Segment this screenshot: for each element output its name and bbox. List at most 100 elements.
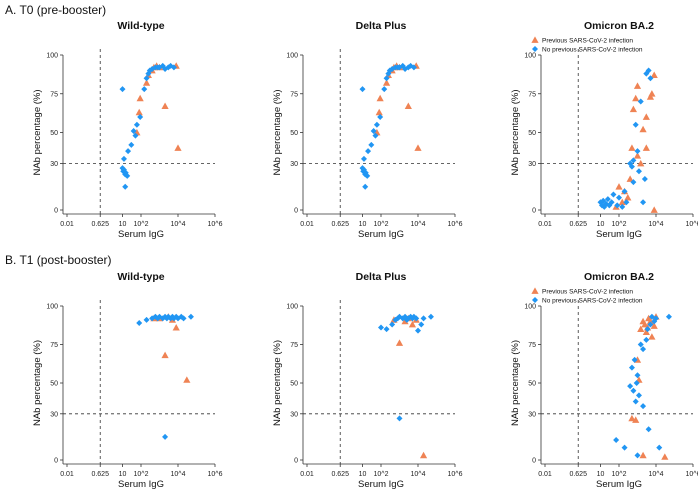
x-tick-label: 10^2 bbox=[612, 471, 627, 478]
section-title-b: B. T1 (post-booster) bbox=[5, 253, 112, 267]
x-tick-label: 10^2 bbox=[612, 221, 627, 228]
data-point-no-previous-infection bbox=[647, 321, 654, 328]
data-point-previous-infection bbox=[639, 125, 647, 133]
data-point-no-previous-infection bbox=[360, 155, 367, 162]
y-tick-label: 30 bbox=[290, 161, 298, 168]
x-tick-label: 10 bbox=[359, 471, 367, 478]
data-point-no-previous-infection bbox=[143, 316, 150, 323]
data-point-no-previous-infection bbox=[370, 127, 377, 134]
data-point-previous-infection bbox=[633, 82, 642, 89]
data-point-no-previous-infection bbox=[647, 75, 654, 82]
y-axis-label: NAb percentage (%) bbox=[32, 340, 43, 426]
data-point-no-previous-infection bbox=[119, 86, 126, 93]
data-point-no-previous-infection bbox=[653, 315, 659, 322]
data-point-previous-infection bbox=[632, 94, 640, 102]
legend-marker-previous bbox=[531, 36, 539, 43]
x-tick-label: 10^2 bbox=[134, 221, 149, 228]
data-point-previous-infection bbox=[642, 144, 650, 151]
data-point-no-previous-infection bbox=[608, 199, 615, 206]
y-tick-label: 0 bbox=[54, 208, 58, 215]
data-point-previous-infection bbox=[174, 144, 182, 151]
legend-label-no-previous: No previous SARS-CoV-2 infection bbox=[542, 47, 643, 54]
data-point-no-previous-infection bbox=[396, 415, 403, 422]
panel-title: Omicron BA.2 bbox=[584, 271, 654, 283]
y-tick-label: 30 bbox=[50, 411, 58, 418]
data-point-no-previous-infection bbox=[122, 183, 129, 190]
data-point-previous-infection bbox=[642, 113, 650, 120]
data-point-no-previous-infection bbox=[610, 191, 617, 198]
x-axis-label: Serum IgG bbox=[358, 479, 404, 490]
x-axis-label: Serum IgG bbox=[596, 229, 642, 240]
legend-marker-no-previous bbox=[532, 297, 538, 303]
data-point-previous-infection bbox=[661, 453, 669, 460]
y-tick-label: 100 bbox=[524, 53, 536, 60]
data-point-no-previous-infection bbox=[665, 313, 672, 320]
x-axis-label: Serum IgG bbox=[596, 479, 642, 490]
data-point-no-previous-infection bbox=[630, 387, 637, 394]
x-tick-label: 10 bbox=[119, 471, 127, 478]
data-point-no-previous-infection bbox=[621, 188, 628, 195]
data-point-no-previous-infection bbox=[359, 86, 366, 93]
data-point-no-previous-infection bbox=[125, 148, 132, 155]
x-tick-label: 0.625 bbox=[91, 471, 109, 478]
data-point-no-previous-infection bbox=[372, 132, 379, 139]
legend-marker-previous bbox=[531, 287, 539, 294]
y-tick-label: 0 bbox=[54, 458, 58, 465]
data-point-no-previous-infection bbox=[634, 372, 641, 379]
data-point-no-previous-infection bbox=[415, 327, 421, 334]
y-tick-label: 75 bbox=[528, 91, 536, 98]
y-axis-label: NAb percentage (%) bbox=[32, 89, 43, 175]
data-point-no-previous-infection bbox=[637, 98, 644, 105]
data-point-previous-infection bbox=[618, 198, 626, 206]
data-point-previous-infection bbox=[419, 451, 428, 459]
y-tick-label: 100 bbox=[46, 53, 58, 60]
x-tick-label: 0.625 bbox=[569, 221, 587, 228]
data-point-no-previous-infection bbox=[128, 141, 135, 148]
data-point-previous-infection bbox=[642, 328, 650, 336]
data-point-no-previous-infection bbox=[645, 426, 652, 433]
data-point-no-previous-infection bbox=[162, 433, 169, 440]
data-point-no-previous-infection bbox=[377, 114, 384, 120]
data-point-no-previous-infection bbox=[614, 202, 621, 209]
data-point-no-previous-infection bbox=[613, 436, 620, 443]
data-point-no-previous-infection bbox=[621, 444, 628, 451]
y-tick-label: 0 bbox=[294, 208, 298, 215]
x-tick-label: 10^4 bbox=[171, 221, 186, 228]
panel-title: Wild-type bbox=[117, 271, 164, 283]
data-point-no-previous-infection bbox=[180, 315, 187, 322]
data-point-no-previous-infection bbox=[130, 127, 137, 134]
data-point-previous-infection bbox=[136, 94, 144, 102]
chart-panel-6: Omicron BA.2 0 30 50 75 100 0.01 0.625 10 10^2 10^… bbox=[510, 271, 698, 490]
x-tick-label: 0.01 bbox=[60, 471, 74, 478]
data-point-previous-infection bbox=[648, 333, 656, 340]
y-tick-label: 50 bbox=[290, 381, 298, 388]
x-tick-label: 10^6 bbox=[208, 471, 223, 478]
y-tick-label: 100 bbox=[524, 304, 536, 311]
data-point-no-previous-infection bbox=[364, 172, 371, 179]
y-tick-label: 30 bbox=[528, 411, 536, 418]
x-tick-label: 10^4 bbox=[649, 471, 664, 478]
legend-marker-no-previous bbox=[532, 46, 538, 52]
x-tick-label: 10^6 bbox=[686, 221, 698, 228]
y-tick-label: 30 bbox=[528, 161, 536, 168]
x-tick-label: 10^6 bbox=[448, 471, 463, 478]
data-point-previous-infection bbox=[161, 102, 169, 110]
data-point-no-previous-infection bbox=[368, 141, 375, 148]
legend-label-previous: Previous SARS-CoV-2 infection bbox=[542, 38, 633, 45]
data-point-no-previous-infection bbox=[141, 86, 148, 93]
x-tick-label: 0.01 bbox=[300, 221, 314, 228]
x-tick-label: 10^6 bbox=[448, 221, 463, 228]
y-tick-label: 100 bbox=[286, 304, 298, 311]
data-point-previous-infection bbox=[648, 90, 656, 97]
chart-panel-3: Omicron BA.2 0 30 50 75 100 0.01 0.625 10 10^2 10^… bbox=[510, 20, 698, 240]
data-point-previous-infection bbox=[639, 451, 647, 459]
data-point-no-previous-infection bbox=[634, 148, 641, 155]
y-tick-label: 50 bbox=[290, 130, 298, 137]
data-point-no-previous-infection bbox=[633, 380, 640, 386]
x-tick-label: 10 bbox=[597, 471, 605, 478]
y-tick-label: 0 bbox=[532, 208, 536, 215]
data-point-no-previous-infection bbox=[637, 341, 644, 348]
data-point-previous-infection bbox=[161, 351, 169, 359]
data-point-no-previous-infection bbox=[136, 319, 143, 326]
y-tick-label: 75 bbox=[290, 342, 298, 349]
